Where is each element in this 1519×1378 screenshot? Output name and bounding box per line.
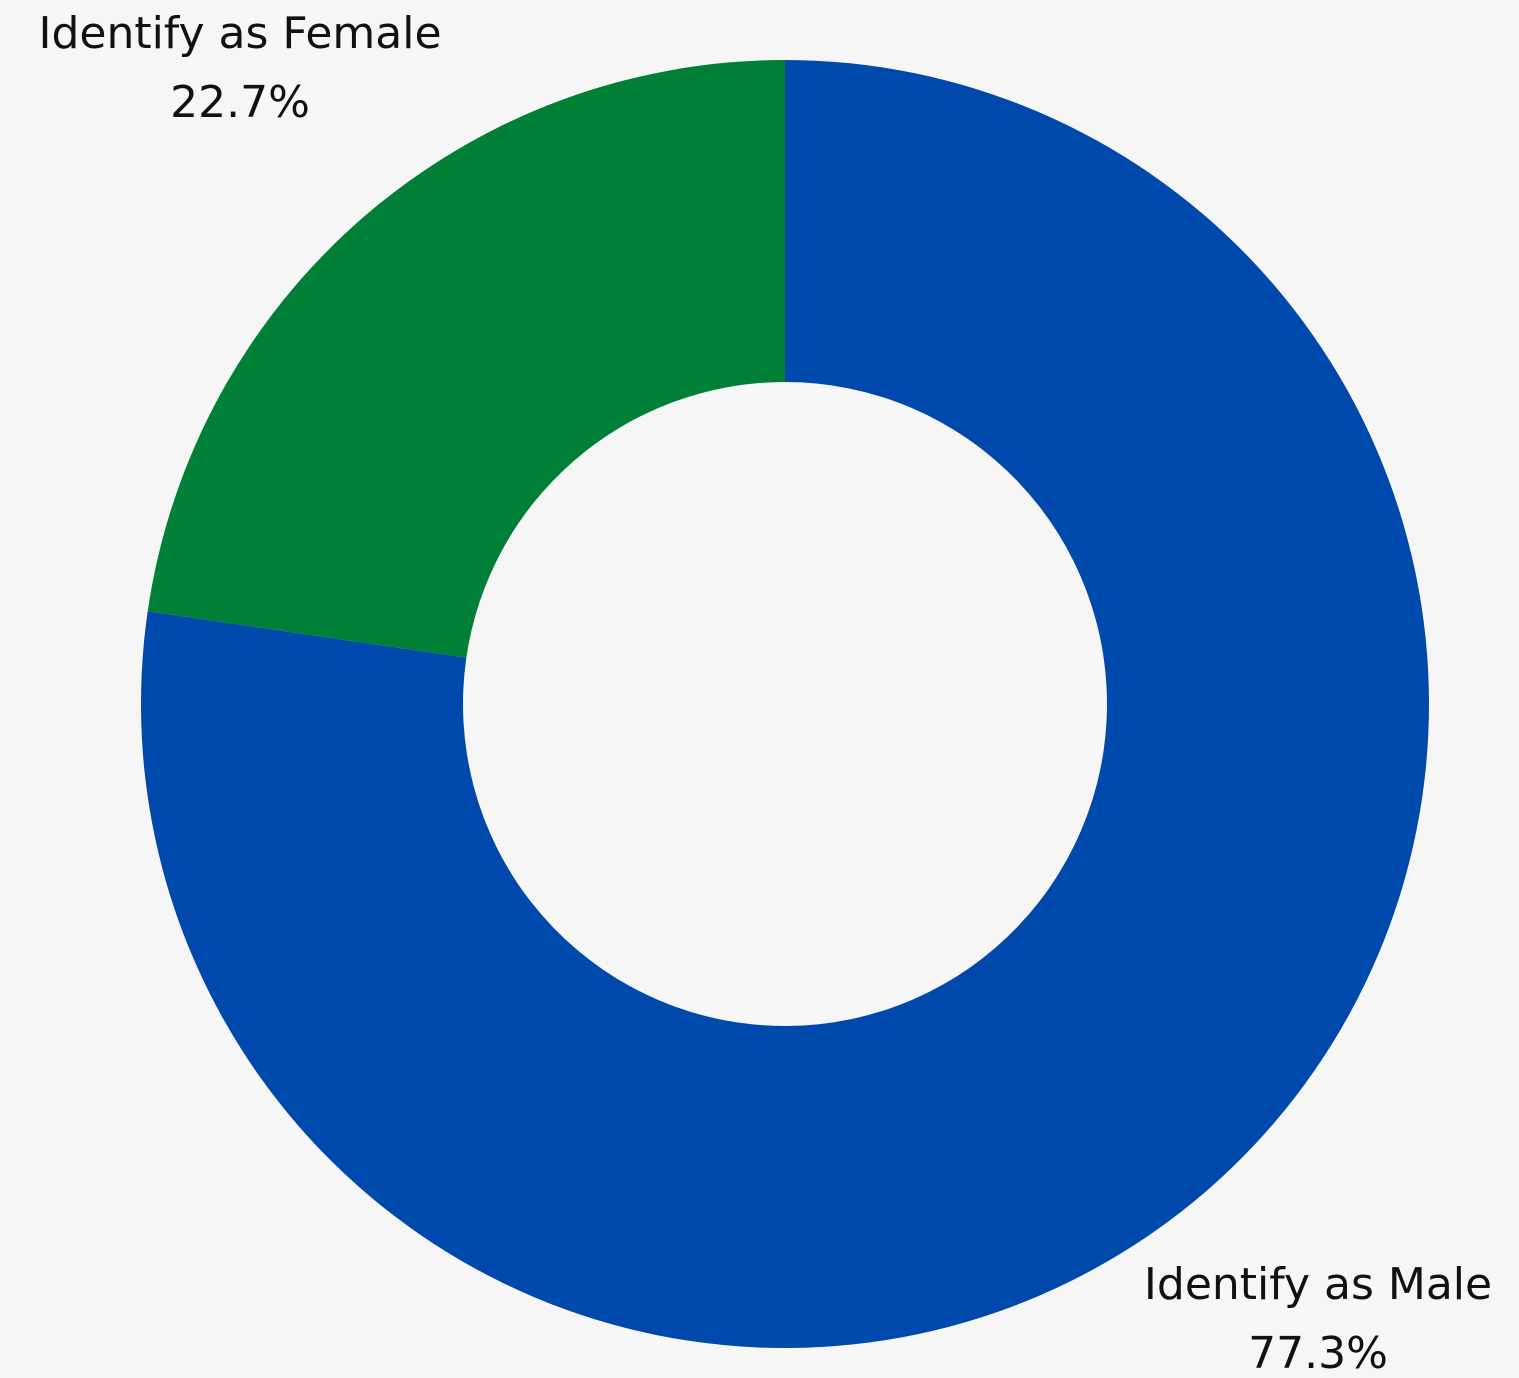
slice-label-male-name: Identify as Male: [1144, 1259, 1492, 1310]
slice-label-female-name: Identify as Female: [38, 8, 441, 59]
donut-slices: [140, 60, 1429, 1349]
slice-label-female-value: 22.7%: [170, 77, 310, 128]
slice-label-male-value: 77.3%: [1248, 1328, 1388, 1378]
slice-identify-as-male: [140, 60, 1429, 1349]
slice-identify-as-female: [147, 60, 785, 658]
